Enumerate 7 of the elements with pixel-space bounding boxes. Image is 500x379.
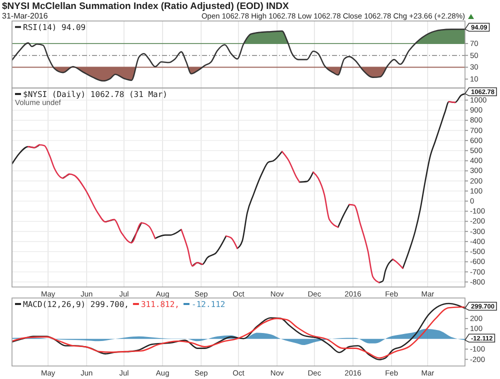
legend-label: 311.812, xyxy=(140,300,180,309)
legend-label: MACD(12,26,9) 299.700, xyxy=(23,300,129,309)
chart-subtitle: 31-Mar-2016 xyxy=(2,12,48,20)
legend-label: -12.112 xyxy=(192,300,226,309)
chart-title: $NYSI McClellan Summation Index (Ratio Adjusted) (EOD) INDX xyxy=(2,1,290,12)
legend-label: RSI(14) 94.09 xyxy=(23,23,86,32)
legend-label: $NYSI (Daily) 1062.78 (31 Mar) xyxy=(23,90,168,99)
